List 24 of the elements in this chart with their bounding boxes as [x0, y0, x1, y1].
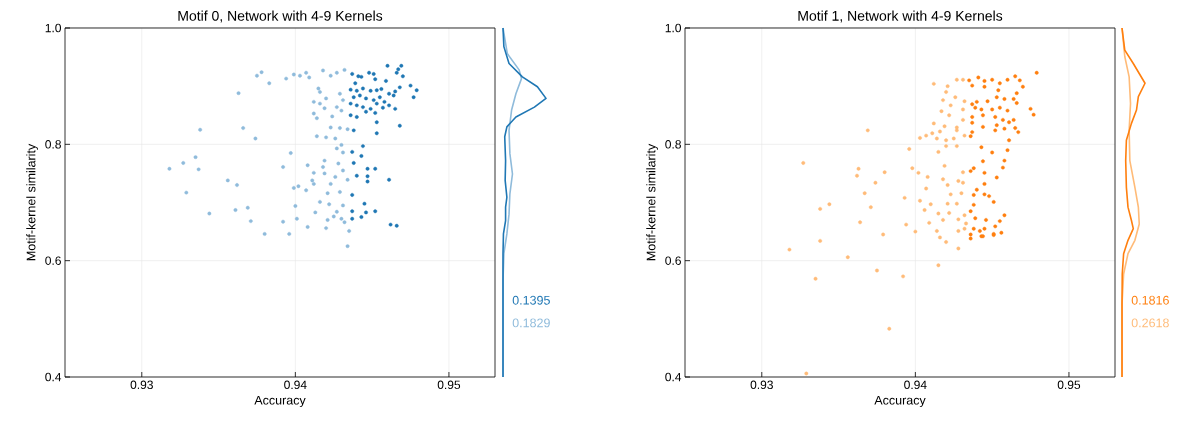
x-axis-title: Accuracy	[254, 395, 306, 408]
x-tick-label: 0.94	[284, 380, 307, 390]
y-axis-title: Motif-kernel similarity	[646, 143, 658, 261]
y-tick-label: 0.4	[45, 372, 62, 382]
y-tick-label: 0.8	[45, 140, 61, 149]
x-tick-label: 0.93	[130, 380, 153, 390]
annotation: 0.2618	[1131, 318, 1169, 328]
y-tick-label: 0.4	[665, 372, 682, 382]
chart-title: Motif 0, Network with 4-9 Kernels	[178, 10, 383, 23]
x-tick-label: 0.95	[437, 380, 461, 390]
x-tick-label: 0.94	[904, 380, 927, 390]
y-tick-label: 0.8	[665, 140, 681, 149]
x-tick-label: 0.93	[750, 380, 773, 390]
y-axis-title: Motif-kernel similarity	[26, 143, 38, 261]
y-tick-label: 1.0	[45, 23, 62, 33]
y-tick-label: 0.6	[665, 256, 681, 265]
annotation: 0.1395	[512, 295, 550, 305]
chart-title: Motif 1, Network with 4-9 Kernels	[798, 10, 1003, 23]
y-tick-label: 1.0	[665, 23, 682, 33]
annotation: 0.1829	[512, 318, 550, 328]
annotation: 0.1816	[1131, 295, 1169, 305]
y-tick-label: 0.6	[45, 256, 61, 265]
x-axis-title: Accuracy	[874, 395, 926, 408]
x-tick-label: 0.95	[1057, 380, 1081, 390]
